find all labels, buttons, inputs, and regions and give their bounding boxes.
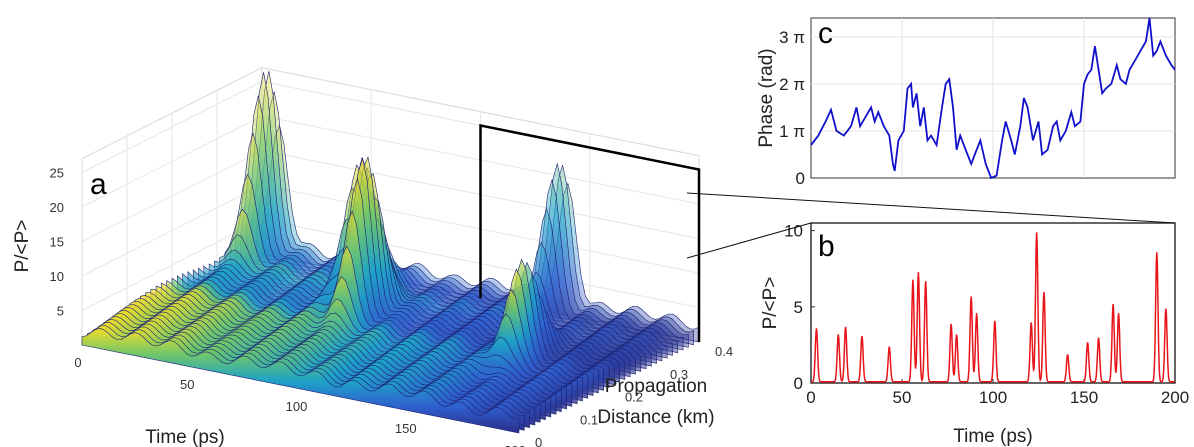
panel-a-x-tick-label: 100: [286, 399, 308, 414]
panel-a-z-tick-label: 15: [50, 235, 64, 250]
panel-a-z-tick-label: 25: [50, 166, 64, 181]
panel-c-y-tick-label: 2 π: [779, 75, 805, 94]
panel-label-c: c: [818, 17, 833, 50]
panel-a-surface: [81, 71, 700, 434]
zoom-connector-top: [686, 192, 1176, 224]
panel-b-x-tick-label: 200: [1161, 388, 1189, 407]
panel-c-y-axis-label: Phase (rad): [756, 48, 777, 147]
zoom-connector-bottom: [686, 222, 812, 259]
panel-c-y-tick-label: 1 π: [779, 122, 805, 141]
panel-a-z-axis-label: P/<P>: [12, 220, 33, 273]
panel-label-b: b: [818, 230, 835, 263]
panel-a-y-tick-label: 0.3: [670, 367, 688, 382]
panel-b-y-tick-label: 0: [794, 374, 803, 393]
panel-a-x-tick-label: 200: [504, 443, 526, 447]
panel-c-phase-plot: 0 1 π 2 π 3 π c Phase (rad): [756, 17, 1176, 188]
panel-b-y-tick-label: 10: [784, 222, 803, 241]
panel-a-surface-slice: [261, 124, 700, 343]
panel-a-ticks: 0 50 100 150 200 0 0.1 0.2 0.3 0.4 5 10 15 20 25: [50, 166, 734, 447]
panel-a-y-tick-label: 0: [535, 435, 542, 447]
panel-c-y-tick-label: 0: [796, 169, 805, 188]
panel-a-y-axis-label-line2: Distance (km): [597, 407, 714, 428]
zoom-box-outline: [479, 123, 701, 342]
zoom-box: [479, 123, 701, 342]
panel-a-y-tick-label: 0.2: [625, 390, 643, 405]
panel-b-y-tick-label: 5: [794, 298, 803, 317]
panel-a-x-axis-label: Time (ps): [145, 427, 225, 447]
panel-b-x-tick-label: 0: [806, 388, 815, 407]
panel-b-x-tick-label: 150: [1070, 388, 1098, 407]
panel-b-x-axis-label: Time (ps): [953, 426, 1033, 447]
panel-c-series-line: [810, 17, 1176, 180]
panel-a-x-tick-label: 150: [395, 421, 417, 436]
panel-a-x-tick-label: 0: [74, 355, 81, 370]
panel-c-ticks: 0 1 π 2 π 3 π: [779, 28, 805, 188]
panel-b-x-tick-label: 50: [893, 388, 912, 407]
panel-a-y-tick-label: 0.4: [715, 344, 733, 359]
panel-a-surface-slice: [81, 327, 520, 434]
panel-a-z-tick-label: 5: [57, 304, 64, 319]
panel-label-a: a: [90, 168, 107, 201]
panel-a-surface-plot: 0 50 100 150 200 0 0.1 0.2 0.3 0.4 5 10 15 20 25 a Tim…: [12, 66, 734, 447]
panel-c-grid: [811, 18, 1175, 178]
panel-b-x-tick-label: 100: [979, 388, 1007, 407]
panel-a-y-axis-label-line1: Propagation: [605, 376, 707, 397]
panel-c-y-tick-label: 3 π: [779, 28, 805, 47]
panel-a-z-tick-label: 20: [50, 200, 64, 215]
panel-a-y-tick-label: 0.1: [580, 412, 598, 427]
panel-a-x-tick-label: 50: [180, 377, 194, 392]
panel-b-y-axis-label: P/<P>: [760, 277, 781, 330]
panel-a-z-tick-label: 10: [50, 269, 64, 284]
panel-b-series-line: [811, 232, 1175, 383]
